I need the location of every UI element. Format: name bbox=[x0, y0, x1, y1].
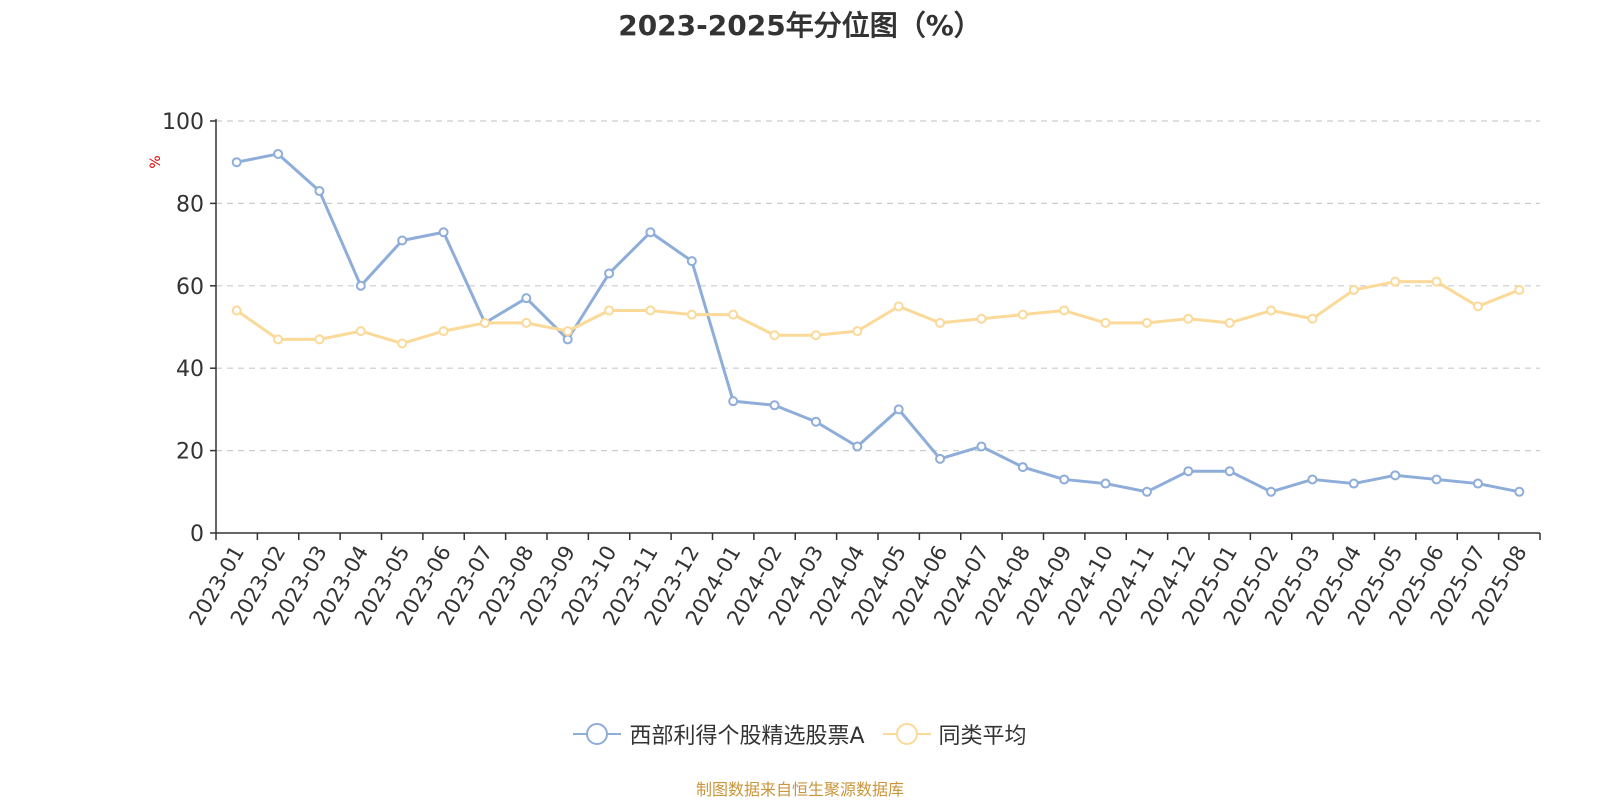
data-point[interactable] bbox=[976, 313, 987, 324]
data-point[interactable] bbox=[604, 305, 615, 316]
data-point[interactable] bbox=[355, 280, 366, 291]
series-line bbox=[235, 280, 1520, 345]
data-point[interactable] bbox=[686, 309, 697, 320]
data-point[interactable] bbox=[769, 330, 780, 341]
data-point[interactable] bbox=[1141, 486, 1152, 497]
series-line bbox=[236, 152, 1520, 494]
data-point[interactable] bbox=[852, 441, 863, 452]
data-point[interactable] bbox=[1141, 317, 1152, 328]
data-point[interactable] bbox=[479, 317, 490, 328]
y-tick-label: 20 bbox=[176, 440, 204, 465]
data-point[interactable] bbox=[1266, 486, 1277, 497]
data-point[interactable] bbox=[1224, 317, 1235, 328]
data-point[interactable] bbox=[1059, 474, 1070, 485]
data-point[interactable] bbox=[1183, 466, 1194, 477]
data-point[interactable] bbox=[810, 330, 821, 341]
series-layer bbox=[231, 148, 1525, 497]
data-point[interactable] bbox=[1100, 317, 1111, 328]
data-point[interactable] bbox=[231, 305, 242, 316]
data-point[interactable] bbox=[314, 186, 325, 197]
data-point[interactable] bbox=[231, 157, 242, 168]
data-point[interactable] bbox=[273, 334, 284, 345]
legend-item-series-2[interactable]: 同类平均 bbox=[882, 718, 1027, 750]
data-point[interactable] bbox=[1431, 474, 1442, 485]
data-point[interactable] bbox=[893, 301, 904, 312]
y-tick-labels: 0 20 40 60 80 100 bbox=[162, 110, 216, 547]
data-point[interactable] bbox=[1390, 276, 1401, 287]
y-tick-label: 80 bbox=[176, 192, 204, 217]
data-point[interactable] bbox=[1266, 305, 1277, 316]
data-point[interactable] bbox=[1431, 276, 1442, 287]
data-point[interactable] bbox=[686, 256, 697, 267]
data-point[interactable] bbox=[1307, 313, 1318, 324]
data-point[interactable] bbox=[1514, 486, 1525, 497]
x-tick-labels: 2023-012023-022023-032023-042023-052023-… bbox=[184, 533, 1541, 629]
data-point[interactable] bbox=[935, 317, 946, 328]
grid-lines bbox=[216, 120, 1540, 452]
y-tick-label: 0 bbox=[190, 522, 204, 547]
data-point[interactable] bbox=[728, 309, 739, 320]
series-1 bbox=[231, 148, 1525, 497]
data-point[interactable] bbox=[645, 227, 656, 238]
data-point[interactable] bbox=[1183, 313, 1194, 324]
data-point[interactable] bbox=[728, 396, 739, 407]
data-point[interactable] bbox=[521, 317, 532, 328]
data-point[interactable] bbox=[893, 404, 904, 415]
y-tick-label: 60 bbox=[176, 275, 204, 300]
data-point[interactable] bbox=[562, 326, 573, 337]
data-point[interactable] bbox=[852, 326, 863, 337]
data-point[interactable] bbox=[438, 227, 449, 238]
series-2 bbox=[231, 276, 1525, 349]
legend-swatch-series-2 bbox=[882, 723, 931, 745]
data-point[interactable] bbox=[1472, 301, 1483, 312]
legend-swatch-series-1 bbox=[573, 723, 622, 745]
data-point[interactable] bbox=[1390, 470, 1401, 481]
data-point[interactable] bbox=[397, 338, 408, 349]
data-point[interactable] bbox=[1017, 462, 1028, 473]
legend: 西部利得个股精选股票A 同类平均 bbox=[0, 718, 1600, 750]
chart-title: 2023-2025年分位图（%） bbox=[618, 9, 982, 42]
data-point[interactable] bbox=[1348, 284, 1359, 295]
data-point[interactable] bbox=[355, 326, 366, 337]
data-point[interactable] bbox=[273, 148, 284, 159]
data-point[interactable] bbox=[1059, 305, 1070, 316]
data-point[interactable] bbox=[1472, 478, 1483, 489]
data-point[interactable] bbox=[397, 235, 408, 246]
data-point[interactable] bbox=[1348, 478, 1359, 489]
data-point[interactable] bbox=[438, 326, 449, 337]
legend-label-series-2: 同类平均 bbox=[938, 724, 1027, 749]
data-point[interactable] bbox=[1100, 478, 1111, 489]
data-point[interactable] bbox=[1224, 466, 1235, 477]
data-point[interactable] bbox=[810, 416, 821, 427]
data-point[interactable] bbox=[1017, 309, 1028, 320]
legend-item-series-1[interactable]: 西部利得个股精选股票A bbox=[573, 718, 865, 750]
data-point[interactable] bbox=[604, 268, 615, 279]
line-chart: 0 20 40 60 80 100 2023-012023-022023-032023-0… bbox=[148, 110, 1541, 629]
data-point[interactable] bbox=[314, 334, 325, 345]
data-point[interactable] bbox=[976, 441, 987, 452]
data-point[interactable] bbox=[935, 453, 946, 464]
y-axis-label: % bbox=[148, 155, 164, 168]
data-point[interactable] bbox=[521, 293, 532, 304]
y-tick-label: 100 bbox=[162, 110, 204, 135]
data-point[interactable] bbox=[562, 334, 573, 345]
source-note: 制图数据来自恒生聚源数据库 bbox=[695, 780, 904, 799]
data-point[interactable] bbox=[1514, 284, 1525, 295]
axes bbox=[215, 119, 1540, 534]
legend-label-series-1: 西部利得个股精选股票A bbox=[629, 724, 865, 749]
data-point[interactable] bbox=[769, 400, 780, 411]
data-point[interactable] bbox=[645, 305, 656, 316]
data-point[interactable] bbox=[1307, 474, 1318, 485]
y-tick-label: 40 bbox=[176, 357, 204, 382]
